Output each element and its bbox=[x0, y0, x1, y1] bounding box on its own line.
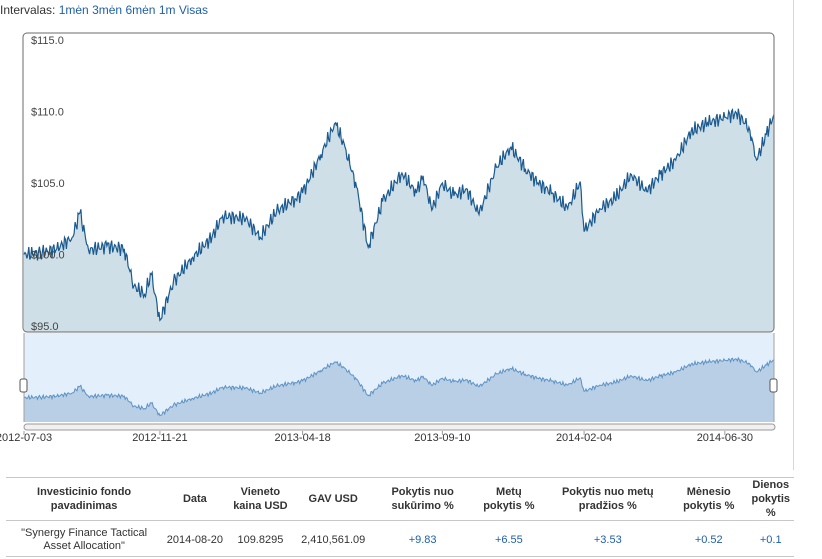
y-axis: $115.0 $110.0 $105.0 $100.0 $95.0 bbox=[31, 35, 65, 333]
price-chart: $115.0 $110.0 $105.0 $100.0 $95.0 2012-07-03… bbox=[0, 32, 778, 444]
plot-frame bbox=[22, 32, 775, 333]
fund-table-container: Investicinio fondo pavadinimas Data Vien… bbox=[6, 477, 794, 557]
col-fund-name: Investicinio fondo pavadinimas bbox=[6, 478, 163, 521]
table-header-row: Investicinio fondo pavadinimas Data Vien… bbox=[6, 478, 794, 521]
x-tick-label: 2014-02-04 bbox=[556, 432, 612, 444]
interval-all[interactable]: Visas bbox=[178, 3, 208, 17]
interval-1-month[interactable]: 1mėn bbox=[58, 3, 89, 17]
navigator-right-handle[interactable] bbox=[769, 378, 778, 393]
y-tick-label: $115.0 bbox=[31, 35, 64, 47]
interval-3-month[interactable]: 3mėn bbox=[92, 3, 123, 17]
col-nav: GAV USD bbox=[293, 478, 374, 521]
x-tick-label: 2012-07-03 bbox=[0, 432, 52, 444]
x-tick-label: 2012-11-21 bbox=[132, 432, 187, 444]
navigator-left-handle[interactable] bbox=[19, 378, 28, 393]
col-year-change: Metų pokytis % bbox=[472, 478, 546, 521]
y-tick-label: $100.0 bbox=[31, 250, 65, 262]
unit-price-cell: 109.8295 bbox=[237, 533, 284, 546]
table-row: "Synergy Finance Tactical Asset Allocati… bbox=[6, 521, 794, 559]
navigator-area bbox=[24, 358, 774, 422]
date-cell: 2014-08-20 bbox=[166, 533, 223, 546]
ytd-change-cell: +3.53 bbox=[593, 533, 622, 546]
change-since-inception-cell: +9.83 bbox=[408, 533, 437, 546]
y-tick-label: $95.0 bbox=[31, 321, 59, 333]
col-change-since-inception: Pokytis nuo sukūrimo % bbox=[373, 478, 473, 521]
price-area bbox=[24, 108, 774, 332]
navigator-line bbox=[24, 356, 774, 417]
interval-1-year[interactable]: 1m bbox=[158, 3, 176, 17]
fund-table: Investicinio fondo pavadinimas Data Vien… bbox=[6, 478, 794, 559]
col-ytd-change: Pokytis nuo metų pradžios % bbox=[545, 478, 670, 521]
interval-6-month[interactable]: 6mėn bbox=[125, 3, 156, 17]
x-tick-label: 2013-04-18 bbox=[274, 432, 330, 444]
x-tick-label: 2014-06-30 bbox=[697, 432, 753, 444]
x-axis: 2012-07-03 2012-11-21 2013-04-18 2013-09-10… bbox=[0, 431, 753, 444]
col-month-change: Mėnesio pokytis % bbox=[670, 478, 748, 521]
x-tick-label: 2013-09-10 bbox=[414, 432, 470, 444]
panel-border bbox=[793, 0, 794, 470]
y-tick-label: $105.0 bbox=[31, 178, 65, 190]
fund-name-cell: "Synergy Finance Tactical Asset Allocati… bbox=[21, 527, 148, 552]
year-change-cell: +6.55 bbox=[494, 533, 523, 546]
interval-label: Intervalas: bbox=[0, 3, 56, 17]
col-day-change: Dienos pokytis % bbox=[747, 478, 794, 521]
col-date: Data bbox=[162, 478, 228, 521]
y-tick-label: $110.0 bbox=[31, 107, 64, 119]
col-unit-price: Vieneto kaina USD bbox=[227, 478, 294, 521]
day-change-cell: +0.1 bbox=[759, 533, 782, 546]
interval-selector: Intervalas: 1mėn 3mėn 6mėn 1m Visas bbox=[0, 2, 208, 18]
price-line bbox=[23, 108, 774, 322]
month-change-cell: +0.52 bbox=[694, 533, 723, 546]
nav-cell: 2,410,561.09 bbox=[301, 533, 366, 546]
navigator-scrollbar[interactable] bbox=[23, 423, 776, 431]
